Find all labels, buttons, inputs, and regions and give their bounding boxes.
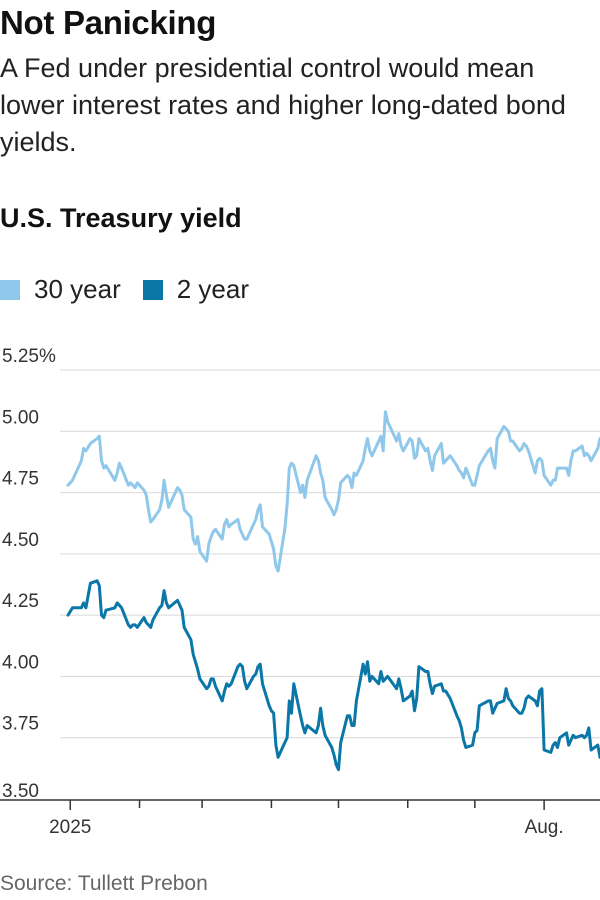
series-line-2-year bbox=[66, 579, 600, 772]
legend-item-2-year: 2 year bbox=[142, 274, 249, 305]
y-tick-label: 3.75 bbox=[2, 714, 39, 735]
series-lines bbox=[66, 410, 600, 772]
series-line-30-year bbox=[66, 410, 600, 573]
y-axis-labels: 5.25% 5.00 4.75 4.50 4.25 4.00 3.75 3.50 bbox=[2, 346, 56, 802]
legend-label-30-year: 30 year bbox=[34, 274, 121, 304]
legend: 30 year 2 year bbox=[0, 274, 271, 305]
legend-swatch-30-year bbox=[0, 279, 20, 300]
legend-item-30-year: 30 year bbox=[0, 274, 121, 305]
chart-heading: U.S. Treasury yield bbox=[0, 203, 242, 233]
y-tick-label: 4.75 bbox=[2, 469, 39, 490]
source-note: Source: Tullett Prebon bbox=[0, 872, 208, 895]
x-axis: 2025 Aug. bbox=[0, 799, 600, 838]
y-tick-label: 4.50 bbox=[2, 530, 39, 551]
y-tick-label: 5.25% bbox=[2, 346, 56, 367]
y-tick-label: 4.00 bbox=[2, 652, 39, 673]
line-chart: 2025 Aug. 5.25% 5.00 4.75 4.50 4.25 4.00 3.75 3.… bbox=[0, 346, 600, 838]
y-tick-label: 4.25 bbox=[2, 591, 39, 612]
legend-label-2-year: 2 year bbox=[176, 274, 249, 304]
chart-title: Not Panicking bbox=[0, 4, 217, 41]
chart-subtitle: A Fed under presidential control would m… bbox=[0, 53, 566, 157]
legend-swatch-2-year bbox=[142, 279, 163, 300]
grid-lines bbox=[60, 369, 600, 739]
x-tick-label: 2025 bbox=[49, 817, 91, 838]
x-tick-label: Aug. bbox=[525, 817, 564, 838]
y-tick-label: 5.00 bbox=[2, 407, 39, 428]
y-tick-label: 3.50 bbox=[2, 781, 39, 802]
